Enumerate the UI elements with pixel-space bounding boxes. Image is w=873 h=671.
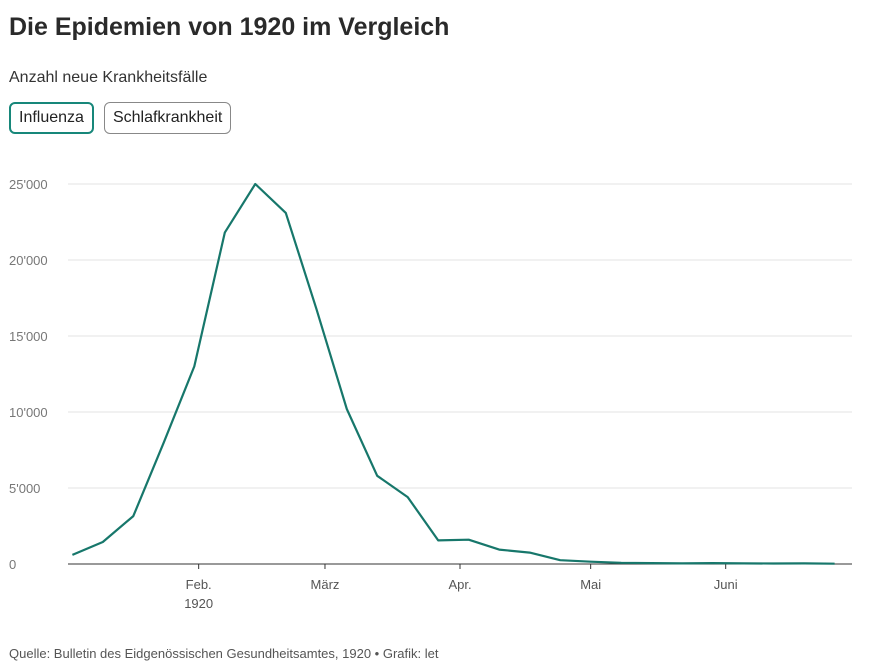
source-note: Quelle: Bulletin des Eidgenössischen Ges… xyxy=(9,646,439,661)
x-tick-label: Feb. xyxy=(186,577,212,592)
y-axis: 0 5'000 10'000 15'000 20'000 25'000 xyxy=(9,177,48,572)
x-tick-label: März xyxy=(311,577,340,592)
x-axis: Feb. 1920 März Apr. Mai Juni xyxy=(68,563,852,611)
disease-toggle-group: Influenza Schlafkrankheit xyxy=(9,102,232,134)
chart-subtitle: Anzahl neue Krankheitsfälle xyxy=(9,69,208,86)
grid-lines xyxy=(68,183,852,489)
tab-influenza[interactable]: Influenza xyxy=(9,102,94,134)
x-tick-label: Apr. xyxy=(448,577,471,592)
x-tick-label: Mai xyxy=(580,577,601,592)
y-tick-label: 15'000 xyxy=(9,329,48,344)
y-tick-label: 10'000 xyxy=(9,405,48,420)
line-chart: 0 5'000 10'000 15'000 20'000 25'000 Feb. 1920 M… xyxy=(9,177,852,611)
y-tick-label: 5'000 xyxy=(9,481,40,496)
chart-title: Die Epidemien von 1920 im Vergleich xyxy=(9,13,450,41)
series-layer xyxy=(71,182,835,565)
y-tick-label: 25'000 xyxy=(9,177,48,192)
y-tick-label: 20'000 xyxy=(9,253,48,268)
x-tick-label: Juni xyxy=(714,577,738,592)
x-tick-sublabel: 1920 xyxy=(184,596,213,611)
series-line-influenza xyxy=(71,182,835,565)
y-tick-label: 0 xyxy=(9,557,16,572)
tab-schlafkrankheit[interactable]: Schlafkrankheit xyxy=(103,102,232,134)
